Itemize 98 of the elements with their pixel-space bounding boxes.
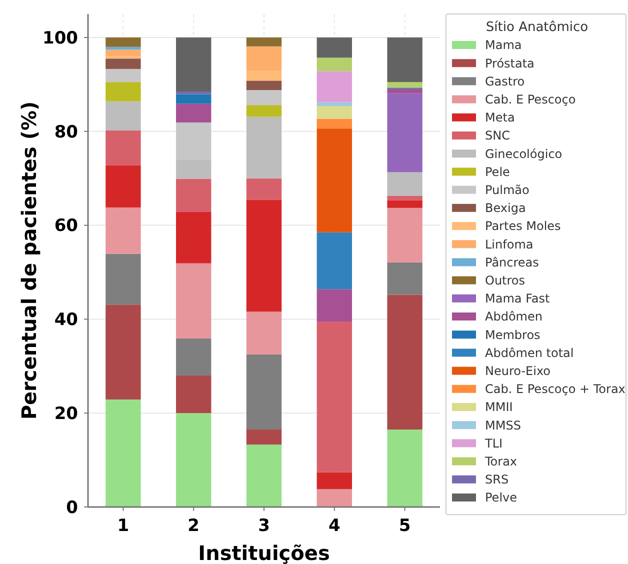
y-axis-title: Percentual de pacientes (%)	[17, 101, 41, 420]
bar	[387, 294, 422, 430]
bar	[106, 37, 141, 47]
bar	[316, 489, 352, 507]
legend-label: Cab. E Pescoço + Torax	[485, 382, 626, 396]
x-tick-label: 3	[258, 516, 270, 536]
y-tick-label: 80	[54, 122, 78, 142]
legend-label: Abdômen total	[485, 346, 574, 360]
legend-label: Pulmão	[485, 183, 530, 197]
bar	[106, 82, 141, 102]
x-tick-label: 2	[188, 516, 200, 536]
bar	[106, 207, 141, 254]
x-axis-title: Instituições	[198, 541, 330, 564]
bar	[106, 50, 141, 56]
legend-label: Abdômen	[485, 310, 542, 324]
bar	[387, 200, 422, 208]
legend-label: Torax	[484, 454, 518, 468]
bar	[176, 91, 212, 94]
bar	[387, 37, 422, 82]
legend-label: SRS	[485, 472, 509, 487]
legend-label: Mama Fast	[485, 292, 550, 306]
bar	[387, 262, 422, 295]
bar	[106, 304, 141, 400]
x-tick-label: 1	[117, 516, 130, 536]
bar	[246, 37, 282, 46]
bar	[316, 106, 352, 119]
bar	[106, 68, 141, 82]
legend-label: Pele	[485, 164, 510, 179]
bar	[246, 105, 282, 117]
bar	[316, 322, 352, 472]
bar	[246, 80, 282, 90]
bar	[106, 399, 141, 507]
legend-label: Partes Moles	[485, 219, 561, 234]
bar	[316, 58, 352, 72]
bar	[106, 58, 141, 69]
bar	[106, 254, 141, 305]
bar	[387, 430, 422, 507]
bar	[176, 263, 212, 338]
bar	[316, 37, 352, 58]
bar	[316, 118, 352, 129]
bar	[246, 116, 282, 178]
bar	[387, 93, 422, 172]
bar	[316, 232, 352, 290]
legend-label: Linfoma	[485, 237, 534, 252]
legend-label: Pelve	[485, 490, 518, 505]
legend-label: Ginecológico	[485, 146, 562, 161]
bar	[387, 208, 422, 262]
legend-label: Pâncreas	[485, 255, 539, 270]
bar	[246, 354, 282, 430]
legend-label: Outros	[485, 274, 526, 288]
bar	[246, 312, 282, 354]
legend-label: Próstata	[485, 56, 534, 70]
bar	[176, 94, 212, 104]
legend-label: Meta	[485, 110, 515, 125]
y-tick-label: 40	[54, 310, 78, 330]
bar	[176, 413, 212, 507]
y-tick-label: 60	[54, 216, 78, 236]
bar	[246, 71, 282, 81]
bar	[246, 178, 282, 200]
legend-label: MMII	[485, 400, 513, 414]
bar	[316, 128, 352, 232]
legend-label: Neuro-Eixo	[485, 364, 551, 378]
bar	[387, 88, 422, 94]
legend-label: TLI	[484, 436, 503, 450]
bar	[176, 338, 212, 376]
bar	[176, 37, 212, 92]
bar	[176, 178, 212, 212]
x-tick-label: 5	[398, 516, 411, 536]
bar	[387, 196, 422, 200]
legend-label: Cab. E Pescoço	[485, 92, 576, 106]
x-tick-label: 4	[328, 516, 340, 536]
bar	[316, 289, 352, 322]
y-tick-label: 0	[66, 498, 78, 518]
bar	[106, 130, 141, 166]
bar	[387, 82, 422, 88]
legend-label: MMSS	[485, 418, 521, 432]
bar	[176, 212, 212, 264]
bar	[246, 200, 282, 312]
legend-title: Sítio Anatômico	[486, 20, 588, 35]
legend-label: Gastro	[485, 74, 525, 88]
bar	[246, 430, 282, 445]
legend-label: SNC	[485, 128, 510, 143]
bar	[316, 71, 352, 102]
bar	[176, 376, 212, 414]
y-tick-label: 100	[42, 28, 78, 48]
bar	[246, 444, 282, 507]
legend-label: Bexiga	[485, 201, 526, 216]
bar	[246, 46, 282, 72]
bar	[106, 165, 141, 208]
y-tick-label: 20	[54, 404, 78, 424]
legend-label: Mama	[485, 38, 522, 52]
bar	[387, 172, 422, 196]
bar	[176, 104, 212, 122]
bar	[316, 102, 352, 106]
bar	[106, 101, 141, 130]
legend-label: Membros	[485, 328, 540, 342]
bar	[246, 90, 282, 106]
bar	[316, 472, 352, 490]
